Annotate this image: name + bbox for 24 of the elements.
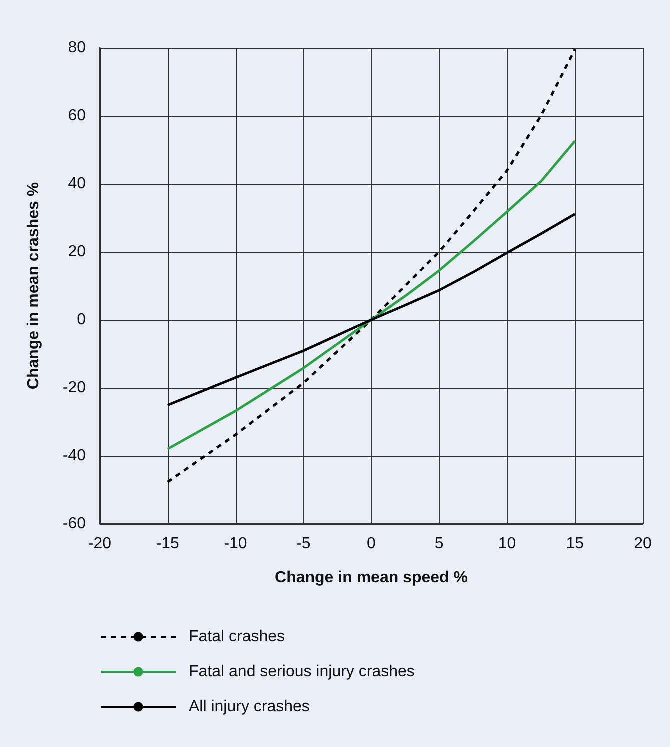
y-tick-label: 40 — [68, 176, 86, 192]
x-tick-label: 10 — [498, 536, 516, 552]
legend-label: Fatal and serious injury crashes — [189, 664, 415, 680]
legend-label: Fatal crashes — [189, 628, 286, 646]
x-tick-label: -5 — [296, 536, 311, 552]
x-axis-title: Change in mean speed % — [275, 570, 468, 586]
y-tick-label: -60 — [62, 516, 86, 532]
y-tick-label: 20 — [68, 244, 86, 260]
x-tick-label: -10 — [224, 536, 248, 552]
x-tick-label: 5 — [434, 536, 444, 552]
x-tick-label: -15 — [156, 536, 180, 552]
y-tick-label: 80 — [68, 40, 86, 56]
y-axis-title: Change in mean crashes % — [26, 182, 42, 390]
y-tick-label: 60 — [68, 108, 86, 124]
y-tick-label: 0 — [77, 312, 86, 328]
line-series — [166, 140, 576, 450]
x-tick-label: 0 — [367, 536, 376, 552]
x-tick-label: 20 — [634, 536, 652, 552]
y-tick-label: -20 — [62, 380, 86, 396]
legend-label: All injury crashes — [189, 698, 310, 716]
y-tick-label: -40 — [62, 448, 86, 464]
x-tick-label: 15 — [566, 536, 584, 552]
line-series — [166, 48, 576, 484]
x-tick-label: -20 — [88, 536, 112, 552]
